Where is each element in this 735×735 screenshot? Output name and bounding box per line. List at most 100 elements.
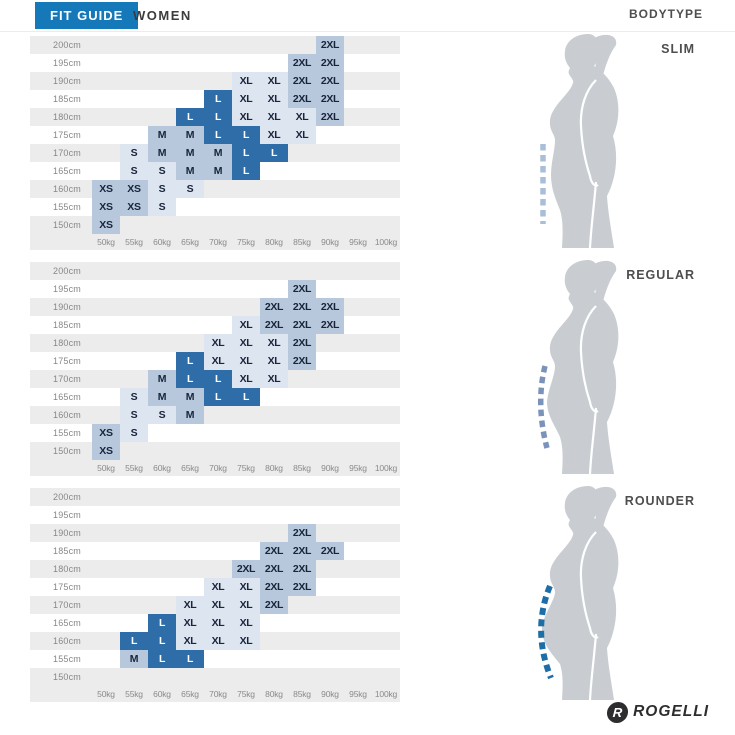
tab-fit-guide[interactable]: FIT GUIDE xyxy=(35,2,139,29)
size-cell-s: S xyxy=(148,198,176,216)
weight-label: 60kg xyxy=(153,237,171,247)
empty-cell xyxy=(92,352,120,370)
height-label: 170cm xyxy=(52,148,81,158)
empty-cell xyxy=(148,90,176,108)
size-cell-xl: XL xyxy=(232,90,260,108)
grid-row: 175cm M M L L XL XL xyxy=(30,126,400,144)
weight-label: 55kg xyxy=(125,689,143,699)
empty-cell xyxy=(148,316,176,334)
size-cell-2xl: 2XL xyxy=(260,578,288,596)
empty-cell xyxy=(344,668,372,686)
empty-cell xyxy=(176,90,204,108)
empty-cell xyxy=(260,506,288,524)
empty-cell xyxy=(92,72,120,90)
weight-label: 60kg xyxy=(153,689,171,699)
empty-cell xyxy=(204,280,232,298)
empty-cell xyxy=(316,352,344,370)
empty-cell xyxy=(372,632,400,650)
size-cell-l: L xyxy=(204,388,232,406)
size-cell-xl: XL xyxy=(260,352,288,370)
fit-panel-regular: 200cm 195cm 2XL 190cm 2XL 2XL 2XL 185cm XL 2XL 2XL… xyxy=(30,258,705,476)
empty-cell xyxy=(232,180,260,198)
empty-cell xyxy=(120,36,148,54)
fit-dash-line xyxy=(538,365,550,449)
size-cell-s: S xyxy=(148,406,176,424)
weight-label: 50kg xyxy=(97,237,115,247)
grid-row: 195cm 2XL 2XL xyxy=(30,54,400,72)
grid-row: 195cm xyxy=(30,506,400,524)
empty-cell xyxy=(92,506,120,524)
empty-cell xyxy=(176,216,204,234)
height-label: 200cm xyxy=(52,266,81,276)
empty-cell xyxy=(176,36,204,54)
size-cell-2xl: 2XL xyxy=(288,72,316,90)
size-cell-l: L xyxy=(176,650,204,668)
weight-label: 85kg xyxy=(293,689,311,699)
size-grid: 200cm 195cm 190cm 2XL 185cm 2XL 2XL 2XL 180cm 2XL… xyxy=(30,488,400,702)
empty-cell xyxy=(260,632,288,650)
empty-cell xyxy=(372,614,400,632)
empty-cell xyxy=(288,180,316,198)
size-cell-xl: XL xyxy=(232,370,260,388)
size-cell-xs: XS xyxy=(92,216,120,234)
arm-outline xyxy=(579,531,599,639)
height-label: 155cm xyxy=(52,428,81,438)
empty-cell xyxy=(372,488,400,506)
empty-cell xyxy=(344,180,372,198)
empty-cell xyxy=(372,524,400,542)
empty-cell xyxy=(344,542,372,560)
empty-cell xyxy=(148,334,176,352)
size-cell-2xl: 2XL xyxy=(316,54,344,72)
grid-row: 150cm XS xyxy=(30,216,400,234)
weight-label: 95kg xyxy=(349,237,367,247)
empty-cell xyxy=(260,36,288,54)
empty-cell xyxy=(148,280,176,298)
empty-cell xyxy=(204,216,232,234)
empty-cell xyxy=(120,506,148,524)
empty-cell xyxy=(176,198,204,216)
size-cell-l: L xyxy=(204,370,232,388)
empty-cell xyxy=(344,108,372,126)
height-label: 165cm xyxy=(52,618,81,628)
size-cell-2xl: 2XL xyxy=(316,542,344,560)
empty-cell xyxy=(148,506,176,524)
size-cell-xl: XL xyxy=(204,596,232,614)
size-cell-xl: XL xyxy=(232,316,260,334)
height-label: 195cm xyxy=(52,284,81,294)
size-cell-m: M xyxy=(176,162,204,180)
empty-cell xyxy=(148,298,176,316)
empty-cell xyxy=(232,668,260,686)
weight-label: 90kg xyxy=(321,237,339,247)
empty-cell xyxy=(92,334,120,352)
empty-cell xyxy=(344,388,372,406)
size-cell-2xl: 2XL xyxy=(260,298,288,316)
size-cell-s: S xyxy=(120,406,148,424)
empty-cell xyxy=(120,524,148,542)
size-cell-m: M xyxy=(176,388,204,406)
weight-label: 90kg xyxy=(321,463,339,473)
size-cell-xl: XL xyxy=(260,72,288,90)
size-cell-l: L xyxy=(176,370,204,388)
empty-cell xyxy=(148,216,176,234)
weight-label: 50kg xyxy=(97,689,115,699)
empty-cell xyxy=(148,108,176,126)
size-cell-m: M xyxy=(148,388,176,406)
size-cell-xl: XL xyxy=(232,632,260,650)
body-silhouette-rounder xyxy=(538,486,619,700)
height-label: 170cm xyxy=(52,374,81,384)
empty-cell xyxy=(92,126,120,144)
empty-cell xyxy=(204,506,232,524)
empty-cell xyxy=(204,298,232,316)
height-label: 190cm xyxy=(52,528,81,538)
size-cell-2xl: 2XL xyxy=(288,54,316,72)
empty-cell xyxy=(92,632,120,650)
empty-cell xyxy=(148,488,176,506)
size-cell-2xl: 2XL xyxy=(316,316,344,334)
tab-women[interactable]: WOMEN xyxy=(133,8,192,23)
size-cell-xl: XL xyxy=(176,614,204,632)
leg-outline xyxy=(588,407,598,474)
empty-cell xyxy=(120,668,148,686)
empty-cell xyxy=(92,316,120,334)
weight-label: 85kg xyxy=(293,463,311,473)
empty-cell xyxy=(92,280,120,298)
